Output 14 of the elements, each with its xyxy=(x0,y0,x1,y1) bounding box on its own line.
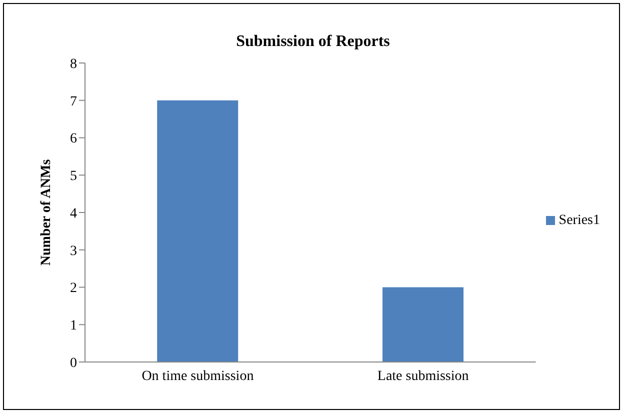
y-tick-label: 8 xyxy=(70,56,77,72)
y-tick-label: 2 xyxy=(70,281,77,296)
x-tick-label: Late submission xyxy=(377,368,469,384)
y-tick-label: 4 xyxy=(70,206,77,222)
chart-title: Submission of Reports xyxy=(235,33,391,51)
y-axis-title: Number of ANMs xyxy=(38,158,54,266)
y-tick-label: 7 xyxy=(70,94,77,110)
y-tick-label: 5 xyxy=(70,169,77,184)
y-tick-label: 1 xyxy=(70,318,77,334)
y-tick-label: 6 xyxy=(70,132,77,147)
y-tick-label: 3 xyxy=(70,244,77,259)
x-tick-label: On time submission xyxy=(142,368,254,384)
legend-label: Series1 xyxy=(558,213,600,228)
y-tick-label: 0 xyxy=(70,356,77,371)
